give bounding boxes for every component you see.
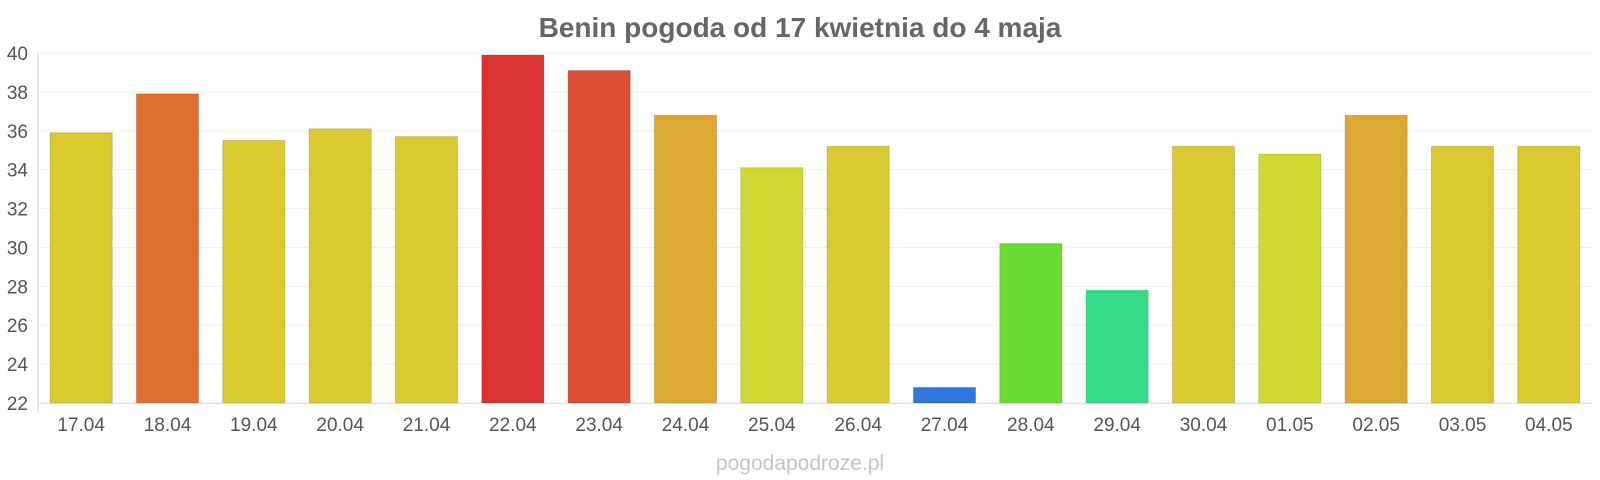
bar bbox=[1430, 145, 1495, 404]
bar bbox=[567, 70, 631, 404]
x-tick-label: 03.05 bbox=[1439, 415, 1487, 436]
bar bbox=[1085, 289, 1149, 404]
x-tick-label: 21.04 bbox=[403, 415, 451, 436]
watermark-text: pogodapodroze.pl bbox=[716, 452, 884, 475]
x-tick-label: 02.05 bbox=[1352, 415, 1400, 436]
x-tick-label: 20.04 bbox=[316, 415, 364, 436]
bar bbox=[481, 54, 545, 404]
bar bbox=[1344, 114, 1408, 404]
x-tick-label: 01.05 bbox=[1266, 415, 1314, 436]
x-tick-label: 26.04 bbox=[834, 415, 882, 436]
x-tick-label: 19.04 bbox=[230, 415, 278, 436]
x-tick-label: 18.04 bbox=[144, 415, 192, 436]
y-tick-label: 32 bbox=[7, 200, 28, 221]
bar bbox=[222, 140, 286, 404]
bar bbox=[1517, 145, 1581, 404]
bar bbox=[394, 136, 459, 404]
bar bbox=[49, 132, 113, 404]
x-tick-label: 27.04 bbox=[921, 415, 969, 436]
y-tick-label: 26 bbox=[7, 316, 28, 337]
bars bbox=[49, 54, 1581, 404]
x-axis: 17.04 18.04 19.04 20.04 21.04 22.04 23.04 24.04… bbox=[38, 403, 1592, 436]
x-tick-label: 23.04 bbox=[575, 415, 623, 436]
bar bbox=[912, 386, 977, 404]
x-tick-label: 28.04 bbox=[1007, 415, 1055, 436]
x-tick-label: 25.04 bbox=[748, 415, 796, 436]
bar bbox=[1258, 153, 1322, 404]
y-tick-label: 24 bbox=[7, 355, 29, 376]
y-tick-label: 34 bbox=[7, 161, 29, 182]
chart-title: Benin pogoda od 17 kwietnia do 4 maja bbox=[539, 12, 1062, 43]
bar bbox=[653, 114, 718, 404]
y-tick-label: 30 bbox=[7, 238, 28, 259]
x-tick-label: 30.04 bbox=[1180, 415, 1228, 436]
bar bbox=[740, 167, 804, 404]
bar bbox=[826, 145, 890, 404]
y-axis: 22 24 26 28 30 32 34 36 38 40 bbox=[7, 44, 39, 415]
y-tick-label: 40 bbox=[7, 44, 28, 65]
y-tick-label: 28 bbox=[7, 277, 28, 298]
bar bbox=[308, 128, 372, 404]
x-tick-label: 24.04 bbox=[662, 415, 710, 436]
x-tick-label: 29.04 bbox=[1093, 415, 1141, 436]
y-tick-label: 38 bbox=[7, 83, 28, 104]
bar bbox=[1171, 145, 1236, 404]
y-tick-label: 36 bbox=[7, 122, 28, 143]
bar bbox=[135, 93, 200, 404]
x-tick-label: 22.04 bbox=[489, 415, 537, 436]
y-tick-label: 22 bbox=[7, 394, 28, 415]
grid-lines bbox=[38, 52, 1592, 404]
x-tick-label: 17.04 bbox=[57, 415, 105, 436]
x-tick-label: 04.05 bbox=[1525, 415, 1573, 436]
bar bbox=[999, 243, 1063, 404]
